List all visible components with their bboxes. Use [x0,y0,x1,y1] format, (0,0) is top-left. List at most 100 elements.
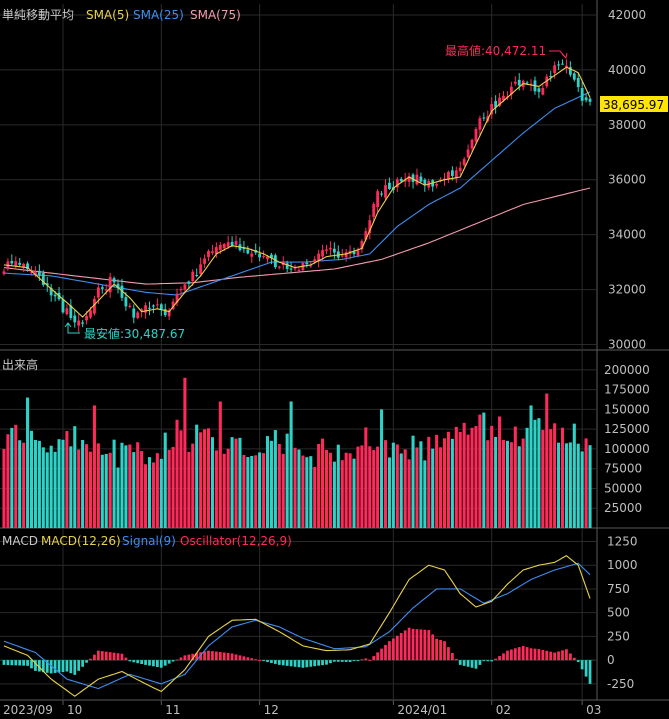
oscillator-bar [112,652,116,661]
oscillator-bar [321,660,324,666]
oscillator-bar [360,659,364,661]
candle-body [435,183,439,186]
candle-body [81,322,85,324]
x-tick-label: 10 [67,703,82,717]
candle-body [163,309,167,316]
x-tick-label: 12 [264,703,279,717]
oscillator-bar [325,660,328,665]
oscillator-bar [222,652,226,661]
volume-bar [191,443,195,528]
oscillator-bar [14,660,18,666]
volume-bar [269,440,273,528]
volume-bar [580,451,584,528]
volume-bar [462,422,466,528]
volume-bar [494,436,498,528]
candle-body [152,305,155,307]
oscillator-bar [584,660,588,677]
candle-body [277,266,281,268]
volume-bar [238,437,242,528]
volume-bar [498,416,502,528]
candle-body [576,77,580,88]
volume-bar [348,453,352,528]
oscillator-bar [10,660,14,666]
candle-body [332,248,336,253]
candle-body [144,305,147,313]
oscillator-bar [533,648,537,661]
volume-bar [293,447,297,528]
candle-body [411,174,415,182]
macd-tick-label: 1250 [607,534,638,548]
volume-bar [553,423,557,528]
x-tick-label: 11 [165,703,180,717]
oscillator-bar [513,648,517,661]
oscillator-bar [65,660,69,672]
oscillator-bar [6,660,10,666]
candle-body [388,182,391,190]
candle-body [580,88,584,101]
candle-body [376,191,380,208]
volume-bar [356,446,360,528]
candle-body [207,250,210,258]
oscillator-bar [376,652,380,661]
candle-body [246,249,250,254]
oscillator-bar [470,660,474,668]
oscillator-bar [81,660,85,667]
oscillator-bar [423,629,427,661]
candle-body [439,179,442,181]
oscillator-bar [277,660,281,665]
volume-bar [568,442,572,528]
oscillator-bar [384,644,387,661]
volume-bar [486,440,490,528]
oscillator-bar [203,651,206,661]
oscillator-bar [230,653,234,661]
low-annotation: 最安値:30,487.67 [64,322,185,341]
volume-bar [474,426,478,528]
volume-bar [116,467,120,528]
oscillator-bar [305,660,309,668]
volume-bar [53,451,57,528]
candle-body [230,241,234,246]
candle-body [159,304,163,310]
oscillator-bar [108,652,112,661]
volume-bar [572,423,576,528]
volume-tick-label: 125000 [604,422,650,436]
volume-bar [222,453,226,528]
volume-bar [163,432,167,528]
volume-bar [108,452,112,528]
price-tick-label: 30000 [608,338,646,352]
candle-body [352,251,356,255]
oscillator-bar [399,633,403,661]
volume-bar [262,453,266,528]
oscillator-bar [419,629,423,661]
candle-body [549,75,553,77]
candle-body [258,253,262,258]
macd-tick-label: 1000 [607,558,638,572]
oscillator-bar [250,658,254,661]
oscillator-bar [340,660,344,662]
oscillator-bar [517,647,521,661]
volume-bar [199,432,203,528]
volume-bar [450,438,454,528]
volume-bar [147,457,152,528]
volume-bar [151,462,155,528]
volume-bar [501,439,506,528]
candle-body [266,256,269,260]
oscillator-bar [568,653,572,661]
oscillator-bar [348,660,352,663]
oscillator-bar [18,660,22,666]
oscillator-bar [242,656,246,661]
volume-bar [478,414,482,528]
volume-bar [289,401,293,528]
candle-body [171,301,175,309]
candle-body [136,312,140,319]
volume-bar [214,450,218,528]
volume-bar [258,452,262,528]
volume-bar [65,431,69,528]
candle-body [104,289,108,291]
candle-body [572,73,576,80]
sma75-line [3,187,591,285]
oscillator-bar [431,634,435,661]
candle-body [34,272,37,276]
volume-bar [179,430,183,528]
oscillator-bar [53,660,57,673]
